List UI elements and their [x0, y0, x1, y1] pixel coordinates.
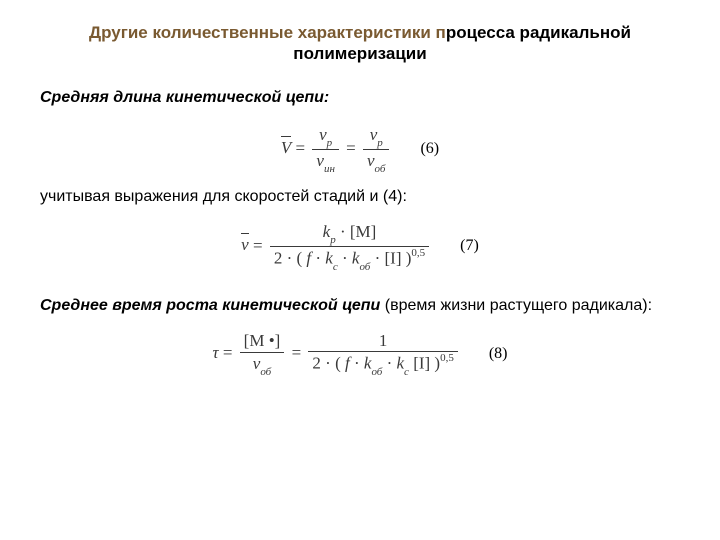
eq8-lhs: τ — [212, 343, 218, 362]
eq6-f2-den-sub: об — [375, 163, 386, 175]
dot-operator: · — [375, 248, 385, 267]
eq8-den-k2: k — [397, 354, 405, 373]
eq8-label: (8) — [489, 345, 508, 363]
eq8-f2-num: 1 — [375, 331, 392, 351]
eq6-f1-den-sub: ин — [324, 163, 335, 175]
equals-sign: = — [346, 138, 360, 157]
eq7-frac: kp · [M] 2 · ( f · kc · kоб · [I] )0,5 — [270, 222, 429, 272]
eq8-den-k2-sub: c — [404, 366, 409, 378]
eq6-f2-den: ν — [367, 151, 375, 170]
eq8-frac1: [M •] νоб — [240, 331, 285, 377]
fraction-bar — [270, 246, 429, 247]
eq7-lhs: v — [241, 233, 249, 255]
eq6-body: V = νp νин = νp νоб — [281, 125, 393, 174]
fraction-bar — [312, 149, 339, 150]
eq7-body: v = kp · [M] 2 · ( f · kc · kоб · — [241, 222, 432, 272]
eq6-f2-num-sub: p — [377, 137, 383, 149]
section2-heading: Среднее время роста кинетической цепи (в… — [40, 295, 680, 317]
eq7-num-k-sub: p — [330, 234, 336, 246]
eq6-f1-den: ν — [316, 151, 324, 170]
title-accent: Другие количественные характеристики п — [89, 23, 446, 42]
equals-sign: = — [296, 138, 310, 157]
section2-bold-italic: Среднее время роста кинетической цепи — [40, 297, 380, 314]
fraction-bar — [308, 351, 457, 352]
eq7-den-k1: k — [325, 248, 333, 267]
section2-plain: (время жизни растущего радикала): — [380, 297, 652, 314]
eq7-den-prefix: 2 · ( — [274, 248, 302, 267]
eq7-den-k2-sub: об — [359, 261, 370, 273]
eq8-den-prefix: 2 · ( — [312, 354, 340, 373]
page-title: Другие количественные характеристики про… — [40, 22, 680, 65]
eq6-frac1: νp νин — [312, 125, 339, 174]
dot-operator: · — [354, 354, 364, 373]
section1-heading: Средняя длина кинетической цепи: — [40, 89, 680, 107]
eq8-den-I: [I] — [413, 354, 430, 373]
dot-operator: · — [387, 354, 397, 373]
equation-7: v = kp · [M] 2 · ( f · kc · kоб · — [40, 222, 680, 272]
eq8-f1-den-sub: об — [260, 366, 271, 378]
eq8-frac2: 1 2 · ( f · kоб · kc [I] )0,5 — [308, 331, 457, 377]
eq6-f1-num-sub: p — [327, 137, 333, 149]
equals-sign: = — [292, 343, 306, 362]
dot-operator: · — [315, 248, 325, 267]
dot-operator: · — [340, 222, 350, 241]
line2-text: учитывая выражения для скоростей стадий … — [40, 188, 680, 206]
eq6-lhs: V — [281, 136, 291, 158]
eq7-den-exp: 0,5 — [411, 247, 425, 259]
eq7-num-M: [M] — [350, 222, 376, 241]
equation-8: τ = [M •] νоб = 1 2 · ( f · kоб · kc [ — [40, 331, 680, 377]
eq8-body: τ = [M •] νоб = 1 2 · ( f · kоб · kc [ — [212, 331, 460, 377]
eq7-den-f: f — [306, 248, 311, 267]
slide-page: Другие количественные характеристики про… — [0, 0, 720, 540]
equals-sign: = — [223, 343, 237, 362]
eq7-label: (7) — [460, 237, 479, 255]
equals-sign: = — [253, 235, 267, 254]
equation-6: V = νp νин = νp νоб (6) — [40, 125, 680, 174]
fraction-bar — [240, 352, 285, 353]
eq7-den-k1-sub: c — [333, 261, 338, 273]
eq6-frac2: νp νоб — [363, 125, 389, 174]
eq7-den-I: [I] — [385, 248, 402, 267]
eq8-den-k1-sub: об — [371, 366, 382, 378]
eq8-f1-num: [M •] — [240, 331, 285, 351]
eq8-den-exp: 0,5 — [440, 352, 454, 364]
eq6-f1-num: ν — [319, 125, 327, 144]
dot-operator: · — [342, 248, 352, 267]
eq8-den-f: f — [345, 354, 350, 373]
eq6-label: (6) — [420, 140, 439, 158]
